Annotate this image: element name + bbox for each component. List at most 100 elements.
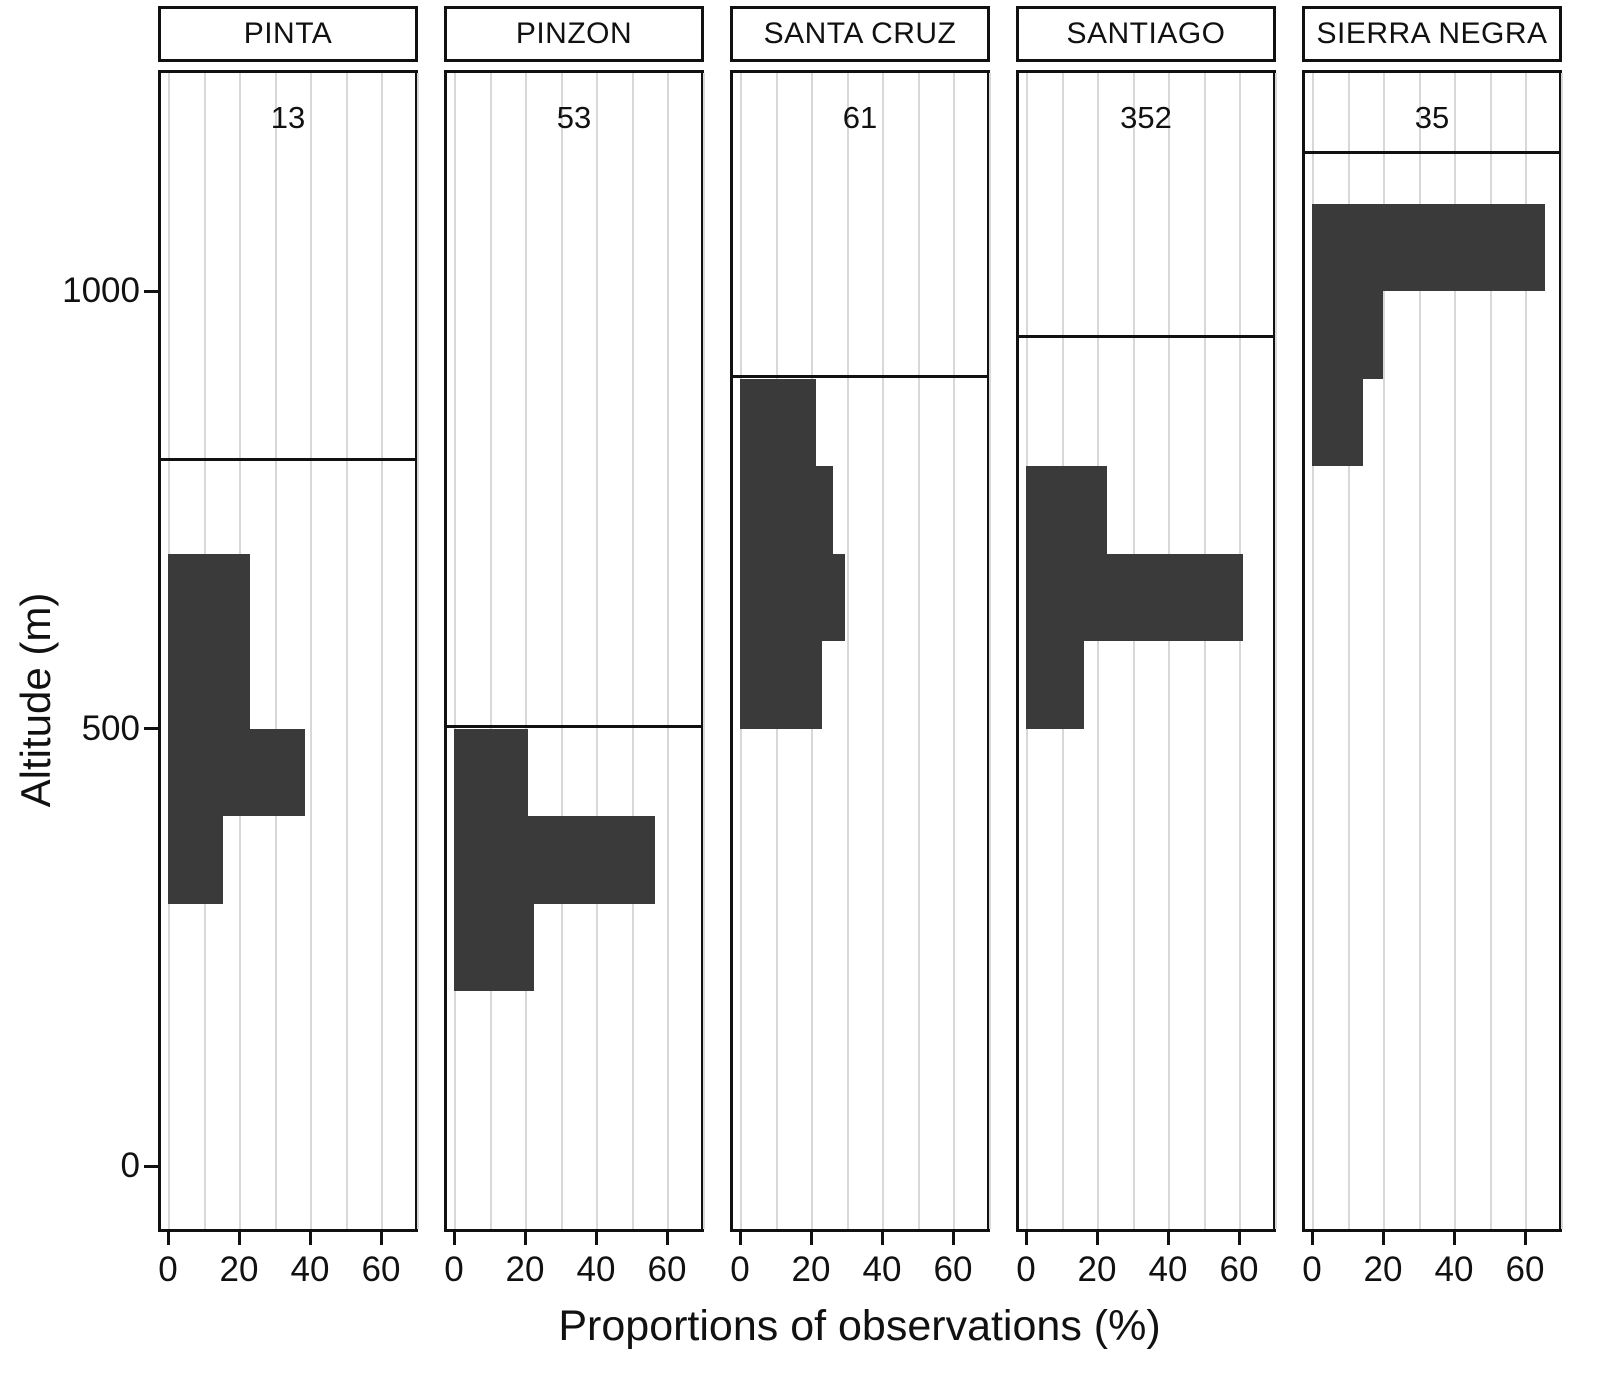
altitude-bin-bar: [1026, 641, 1084, 729]
max-altitude-line: [733, 374, 987, 378]
altitude-bin-bar: [1312, 203, 1546, 292]
altitude-bin-bar: [740, 466, 833, 554]
x-gridline: [310, 73, 312, 1229]
x-tick-label: 40: [1434, 1250, 1474, 1289]
x-tick-label: 40: [862, 1250, 902, 1289]
x-tick-mark: [595, 1232, 598, 1245]
max-altitude-line: [1019, 335, 1273, 339]
y-tick-label-500: 500: [81, 709, 140, 748]
y-tick-mark-0: [144, 1165, 158, 1168]
x-tick-mark: [881, 1232, 884, 1245]
x-tick-mark: [1382, 1232, 1385, 1245]
x-tick-label: 60: [933, 1250, 973, 1289]
x-gridline: [560, 73, 563, 1229]
panel-count-label: 35: [1414, 100, 1450, 135]
max-altitude-line: [447, 724, 701, 728]
max-altitude-line: [1305, 151, 1559, 155]
x-gridline: [1274, 73, 1277, 1229]
x-gridline: [489, 73, 492, 1229]
altitude-bin-bar: [454, 728, 528, 817]
panel-count-label: 352: [1120, 100, 1172, 135]
altitude-bin-bar: [454, 816, 655, 904]
x-tick-mark: [380, 1232, 383, 1245]
x-gridline: [1418, 73, 1421, 1229]
x-tick-label: 0: [1302, 1250, 1322, 1289]
x-gridline: [525, 73, 527, 1229]
x-tick-label: 60: [1219, 1250, 1259, 1289]
x-gridline: [416, 73, 419, 1229]
panel-header-label: SANTA CRUZ: [763, 17, 957, 50]
altitude-bin-bar: [168, 728, 305, 817]
x-gridline: [988, 73, 991, 1229]
x-tick-mark: [739, 1232, 742, 1245]
x-tick-label: 0: [158, 1250, 178, 1289]
altitude-bin-bar: [1026, 466, 1107, 554]
x-gridline: [345, 73, 348, 1229]
x-tick-label: 0: [1016, 1250, 1036, 1289]
x-gridline: [1312, 73, 1314, 1229]
x-tick-label: 40: [1148, 1250, 1188, 1289]
x-tick-label: 0: [730, 1250, 750, 1289]
x-tick-mark: [1025, 1232, 1028, 1245]
x-gridline: [381, 73, 383, 1229]
x-tick-mark: [167, 1232, 170, 1245]
altitude-bin-bar: [740, 553, 845, 642]
max-altitude-line: [161, 457, 415, 461]
x-gridline: [631, 73, 634, 1229]
altitude-bin-bar: [454, 903, 535, 992]
x-gridline: [454, 73, 456, 1229]
x-gridline: [882, 73, 884, 1229]
x-tick-label: 20: [505, 1250, 545, 1289]
x-gridline: [846, 73, 849, 1229]
x-gridline: [1525, 73, 1527, 1229]
x-tick-label: 20: [1077, 1250, 1117, 1289]
x-tick-label: 40: [576, 1250, 616, 1289]
x-axis-title: Proportions of observations (%): [558, 1302, 1161, 1350]
altitude-bin-bar: [168, 553, 250, 642]
x-gridline: [1383, 73, 1385, 1229]
panel-header-label: SANTIAGO: [1066, 17, 1226, 50]
x-gridline: [667, 73, 669, 1229]
x-gridline: [596, 73, 598, 1229]
x-tick-mark: [238, 1232, 241, 1245]
altitude-bin-bar: [168, 641, 250, 729]
x-gridline: [702, 73, 705, 1229]
panel-header-santiago: SANTIAGO: [1016, 6, 1276, 62]
x-tick-mark: [952, 1232, 955, 1245]
x-tick-mark: [1311, 1232, 1314, 1245]
x-gridline: [1347, 73, 1350, 1229]
x-tick-mark: [1238, 1232, 1241, 1245]
panel-header-label: SIERRA NEGRA: [1316, 17, 1548, 50]
altitude-bin-bar: [740, 641, 822, 729]
x-gridline: [1239, 73, 1241, 1229]
panel-count-label: 53: [556, 100, 592, 135]
x-gridline: [1097, 73, 1099, 1229]
panel-header-sierra-negra: SIERRA NEGRA: [1302, 6, 1562, 62]
x-tick-mark: [1524, 1232, 1527, 1245]
x-gridline: [1560, 73, 1563, 1229]
x-gridline: [953, 73, 955, 1229]
altitude-bin-bar: [1312, 291, 1383, 379]
panel-header-label: PINZON: [515, 17, 633, 50]
panel-header-pinta: PINTA: [158, 6, 418, 62]
panel-header-pinzon: PINZON: [444, 6, 704, 62]
x-tick-mark: [453, 1232, 456, 1245]
x-gridline: [917, 73, 920, 1229]
x-tick-mark: [810, 1232, 813, 1245]
x-tick-label: 60: [361, 1250, 401, 1289]
x-tick-label: 40: [290, 1250, 330, 1289]
panel-count-label: 61: [842, 100, 878, 135]
altitude-bin-bar: [1312, 378, 1363, 467]
x-tick-label: 60: [647, 1250, 687, 1289]
y-axis-title: Altitude (m): [12, 592, 59, 808]
x-tick-label: 20: [791, 1250, 831, 1289]
altitude-bin-bar: [740, 378, 816, 467]
x-gridline: [1489, 73, 1492, 1229]
x-gridline: [1203, 73, 1206, 1229]
altitude-bin-bar: [1026, 553, 1243, 642]
x-tick-label: 0: [444, 1250, 464, 1289]
y-tick-mark-500: [144, 727, 158, 730]
panel-header-label: PINTA: [243, 17, 333, 50]
y-tick-mark-1000: [144, 290, 158, 293]
